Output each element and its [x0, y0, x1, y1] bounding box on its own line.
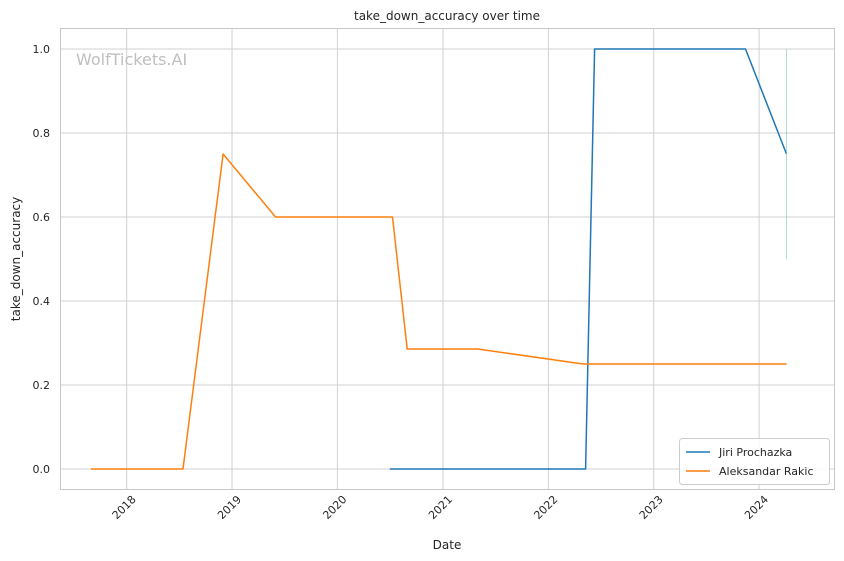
x-tick-label: 2023 — [637, 493, 666, 522]
legend-label-jiri-prochazka: Jiri Prochazka — [718, 446, 792, 459]
x-tick-label: 2020 — [320, 493, 349, 522]
watermark: WolfTickets.AI — [76, 50, 187, 69]
x-tick-labels: 2018 2019 2020 2021 2022 2023 2024 — [110, 493, 771, 522]
x-tick-label: 2022 — [531, 493, 560, 522]
legend-label-aleksandar-rakic: Aleksandar Rakic — [719, 465, 814, 478]
y-tick-label: 1.0 — [33, 43, 51, 56]
y-tick-label: 0.6 — [33, 211, 51, 224]
series-layer — [90, 48, 788, 470]
x-tick-label: 2021 — [426, 493, 455, 522]
y-tick-label: 0.4 — [33, 295, 51, 308]
y-tick-label: 0.2 — [33, 379, 51, 392]
y-tick-label: 0.8 — [33, 127, 51, 140]
x-tick-label: 2019 — [215, 493, 244, 522]
grid — [60, 28, 835, 490]
x-tick-label: 2024 — [742, 493, 771, 522]
x-axis-label: Date — [433, 538, 462, 552]
y-tick-label: 0.0 — [33, 463, 51, 476]
x-tick-label: 2018 — [110, 493, 139, 522]
series-line-jiri-prochazka — [389, 48, 788, 470]
legend-box — [679, 438, 830, 485]
y-axis-label: take_down_accuracy — [9, 197, 23, 321]
series-line-aleksandar-rakic — [90, 153, 787, 470]
chart-title: take_down_accuracy over time — [354, 9, 540, 23]
plot-frame — [60, 28, 835, 490]
y-tick-labels: 0.0 0.2 0.4 0.6 0.8 1.0 — [33, 43, 51, 476]
legend: Jiri Prochazka Aleksandar Rakic — [679, 438, 830, 485]
